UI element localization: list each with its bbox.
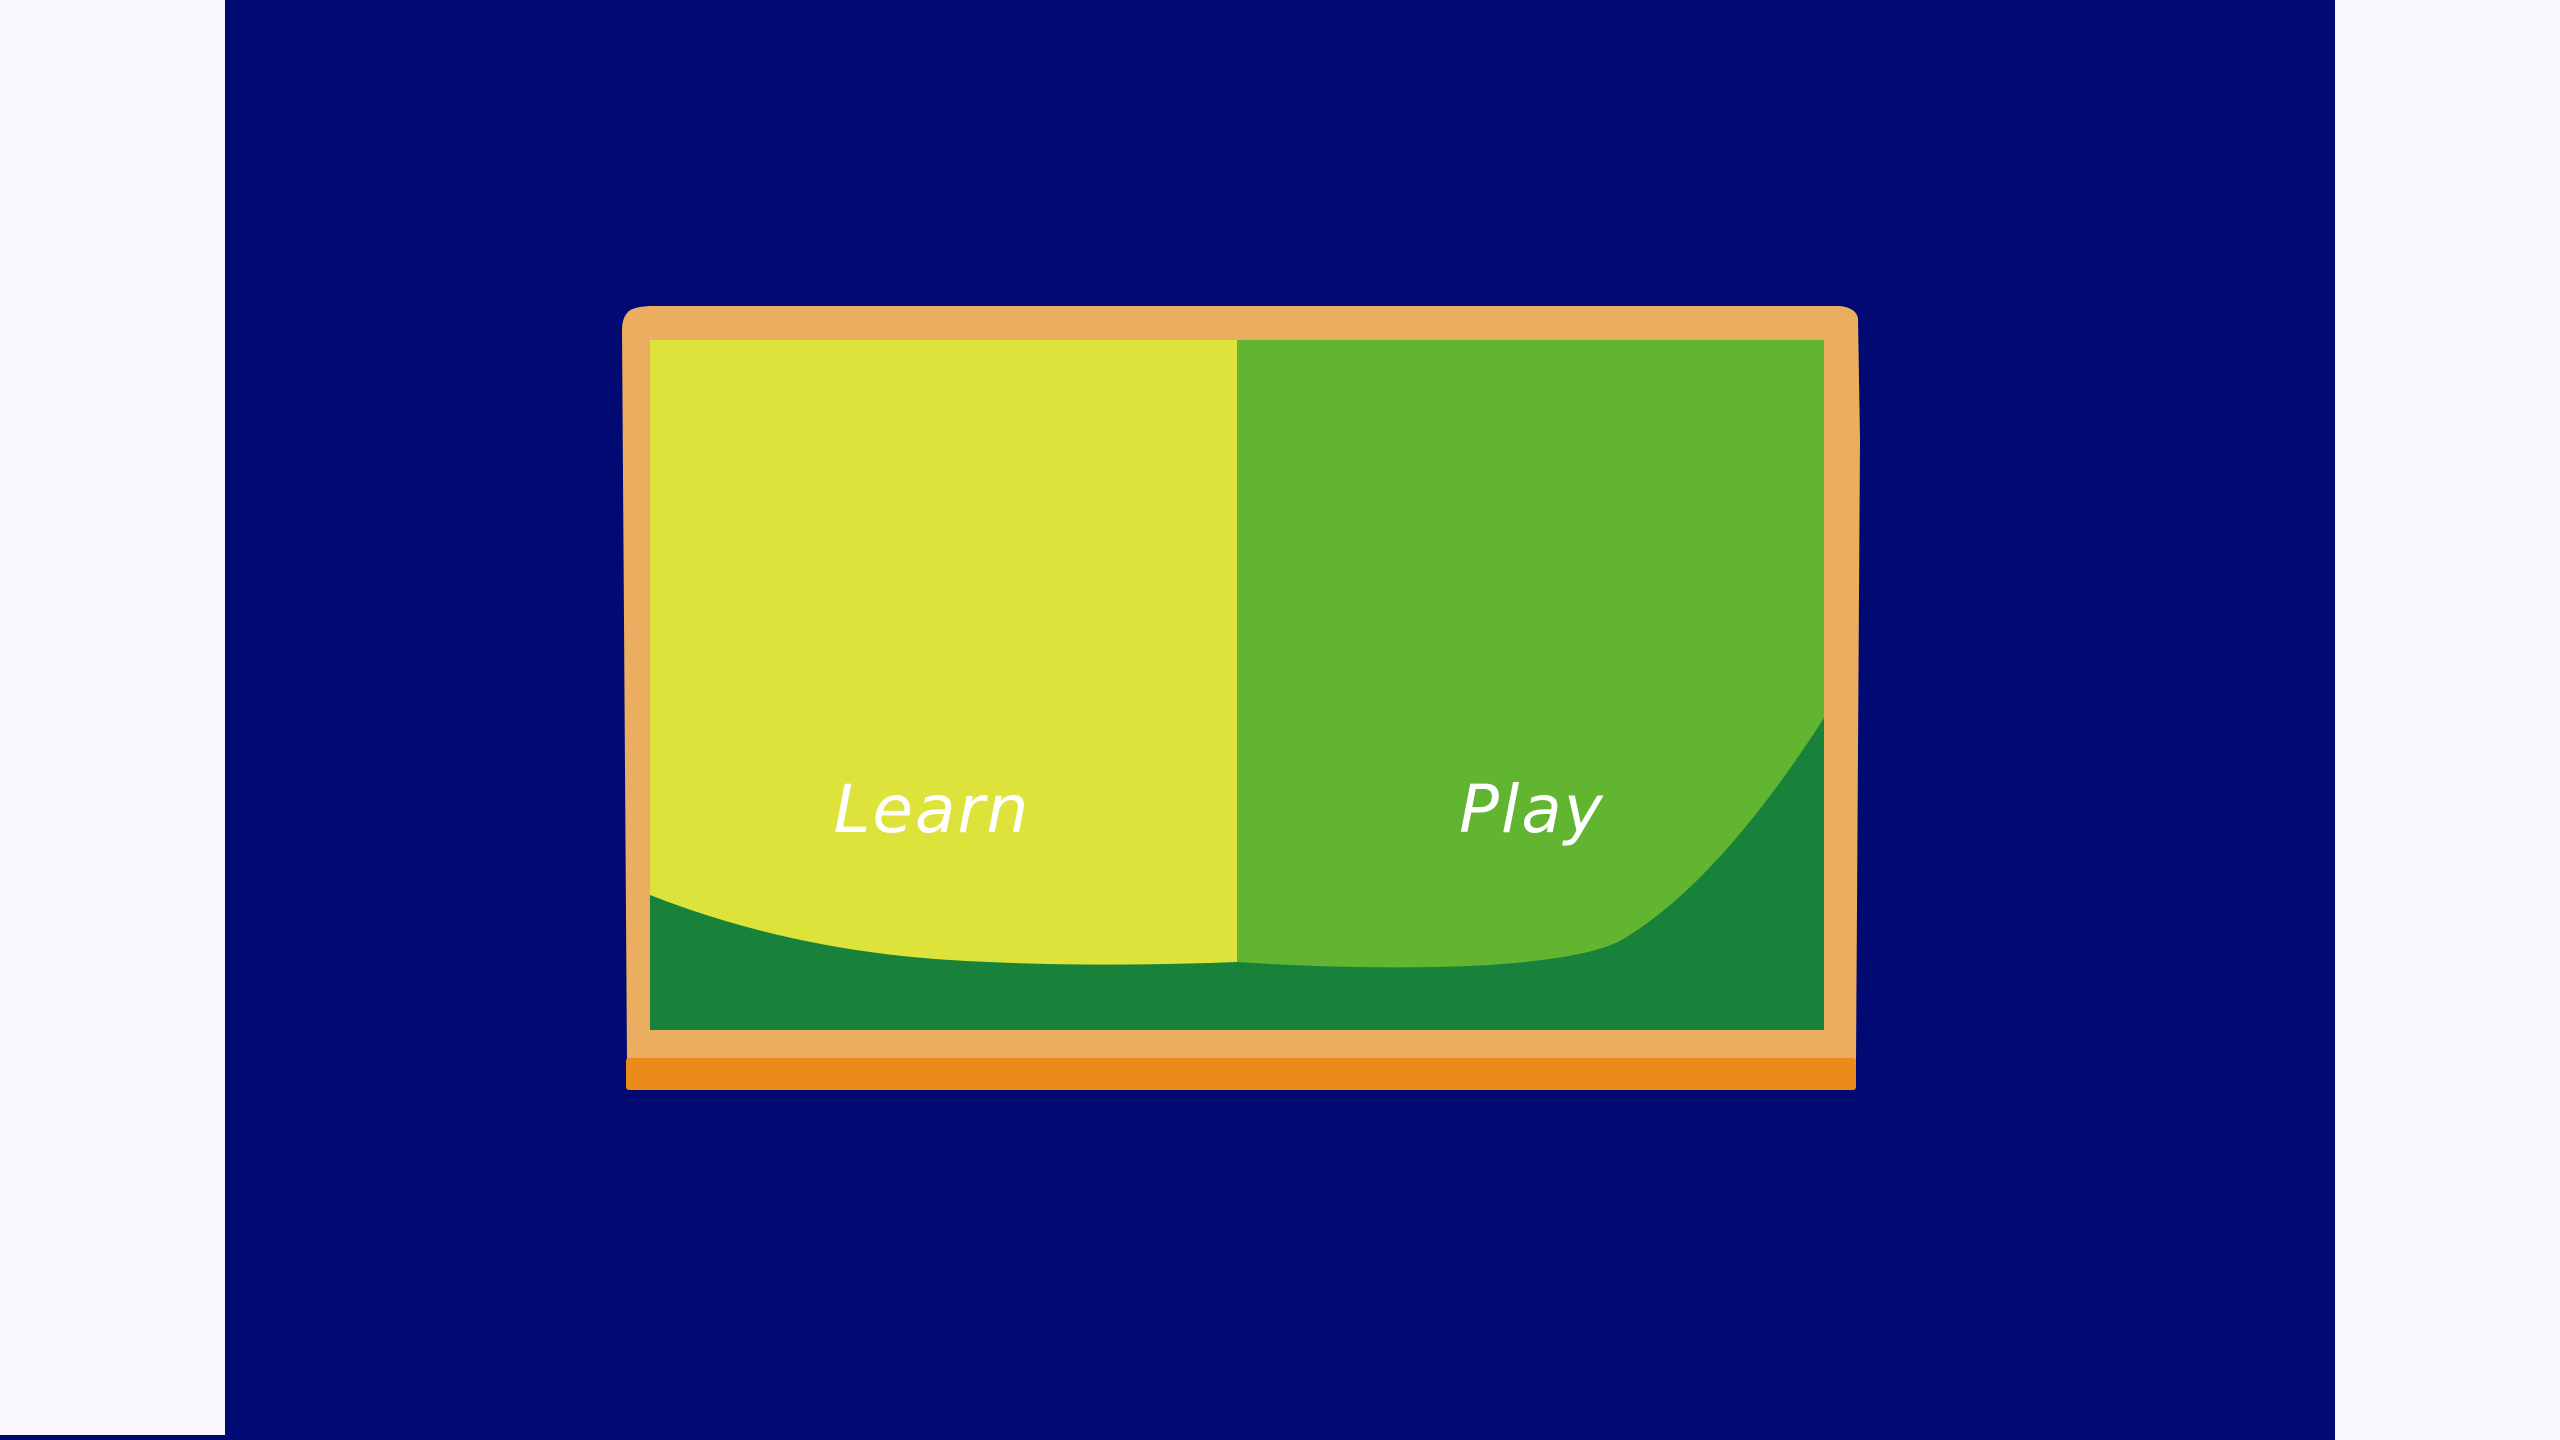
- play-panel: [1237, 340, 1824, 968]
- learn-panel: [650, 340, 1237, 965]
- bottom-edge-strip: [0, 1435, 225, 1440]
- learn-button[interactable]: Learn: [650, 340, 1237, 965]
- learn-label: Learn: [834, 771, 1031, 848]
- board-base: [626, 1058, 1856, 1090]
- play-button[interactable]: Play: [1237, 340, 1824, 968]
- play-label: Play: [1459, 771, 1605, 848]
